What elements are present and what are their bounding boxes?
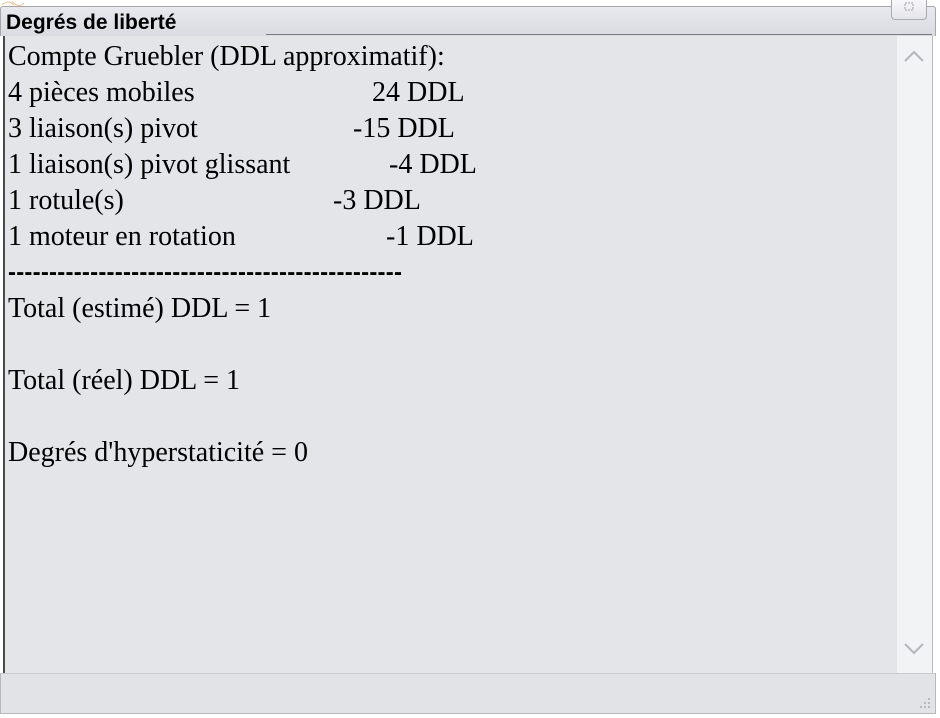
row-value: 24 DDL <box>372 77 465 108</box>
decorative-swirl-icon <box>0 0 30 12</box>
chevron-up-icon <box>903 49 925 68</box>
separator-line: ----------------------------------------… <box>8 259 403 286</box>
total-estimated: Total (estimé) DDL = 1 <box>8 293 272 324</box>
title-divider <box>266 34 932 35</box>
report-row: 4 pièces mobiles 24 DDL <box>8 75 477 111</box>
row-label: 1 rotule(s) <box>8 185 124 216</box>
blank-line <box>8 399 477 435</box>
resize-grip-icon[interactable] <box>917 695 931 709</box>
hyperstaticity-degree: Degrés d'hyperstaticité = 0 <box>8 437 308 468</box>
results-text-area[interactable]: Compte Gruebler (DDL approximatif): 4 pi… <box>3 36 897 673</box>
report-row: 1 liaison(s) pivot glissant -4 DDL <box>8 147 477 183</box>
report-heading: Compte Gruebler (DDL approximatif): <box>8 41 445 72</box>
window-title: Degrés de liberté <box>6 11 177 34</box>
row-value: -1 DDL <box>386 221 474 252</box>
row-label: 1 liaison(s) pivot glissant <box>8 149 291 180</box>
row-value: -15 DDL <box>353 113 455 144</box>
report-row: 1 moteur en rotation -1 DDL <box>8 219 477 255</box>
title-bar[interactable] <box>0 6 936 36</box>
restore-button[interactable] <box>891 0 927 20</box>
vertical-scrollbar[interactable] <box>897 36 933 673</box>
scroll-up-button[interactable] <box>897 38 931 78</box>
scroll-down-button[interactable] <box>897 631 931 671</box>
report-row: 3 liaison(s) pivot -15 DDL <box>8 111 477 147</box>
row-label: 1 moteur en rotation <box>8 221 236 252</box>
ddl-report: Compte Gruebler (DDL approximatif): 4 pi… <box>8 39 477 471</box>
total-real: Total (réel) DDL = 1 <box>8 365 241 396</box>
chevron-down-icon <box>903 642 925 661</box>
blank-line <box>8 327 477 363</box>
row-label: 4 pièces mobiles <box>8 77 195 108</box>
row-label: 3 liaison(s) pivot <box>8 113 198 144</box>
row-value: -3 DDL <box>333 185 421 216</box>
row-value: -4 DDL <box>389 149 477 180</box>
report-row: 1 rotule(s) -3 DDL <box>8 183 477 219</box>
restore-icon <box>902 0 916 17</box>
status-bar <box>0 673 936 714</box>
